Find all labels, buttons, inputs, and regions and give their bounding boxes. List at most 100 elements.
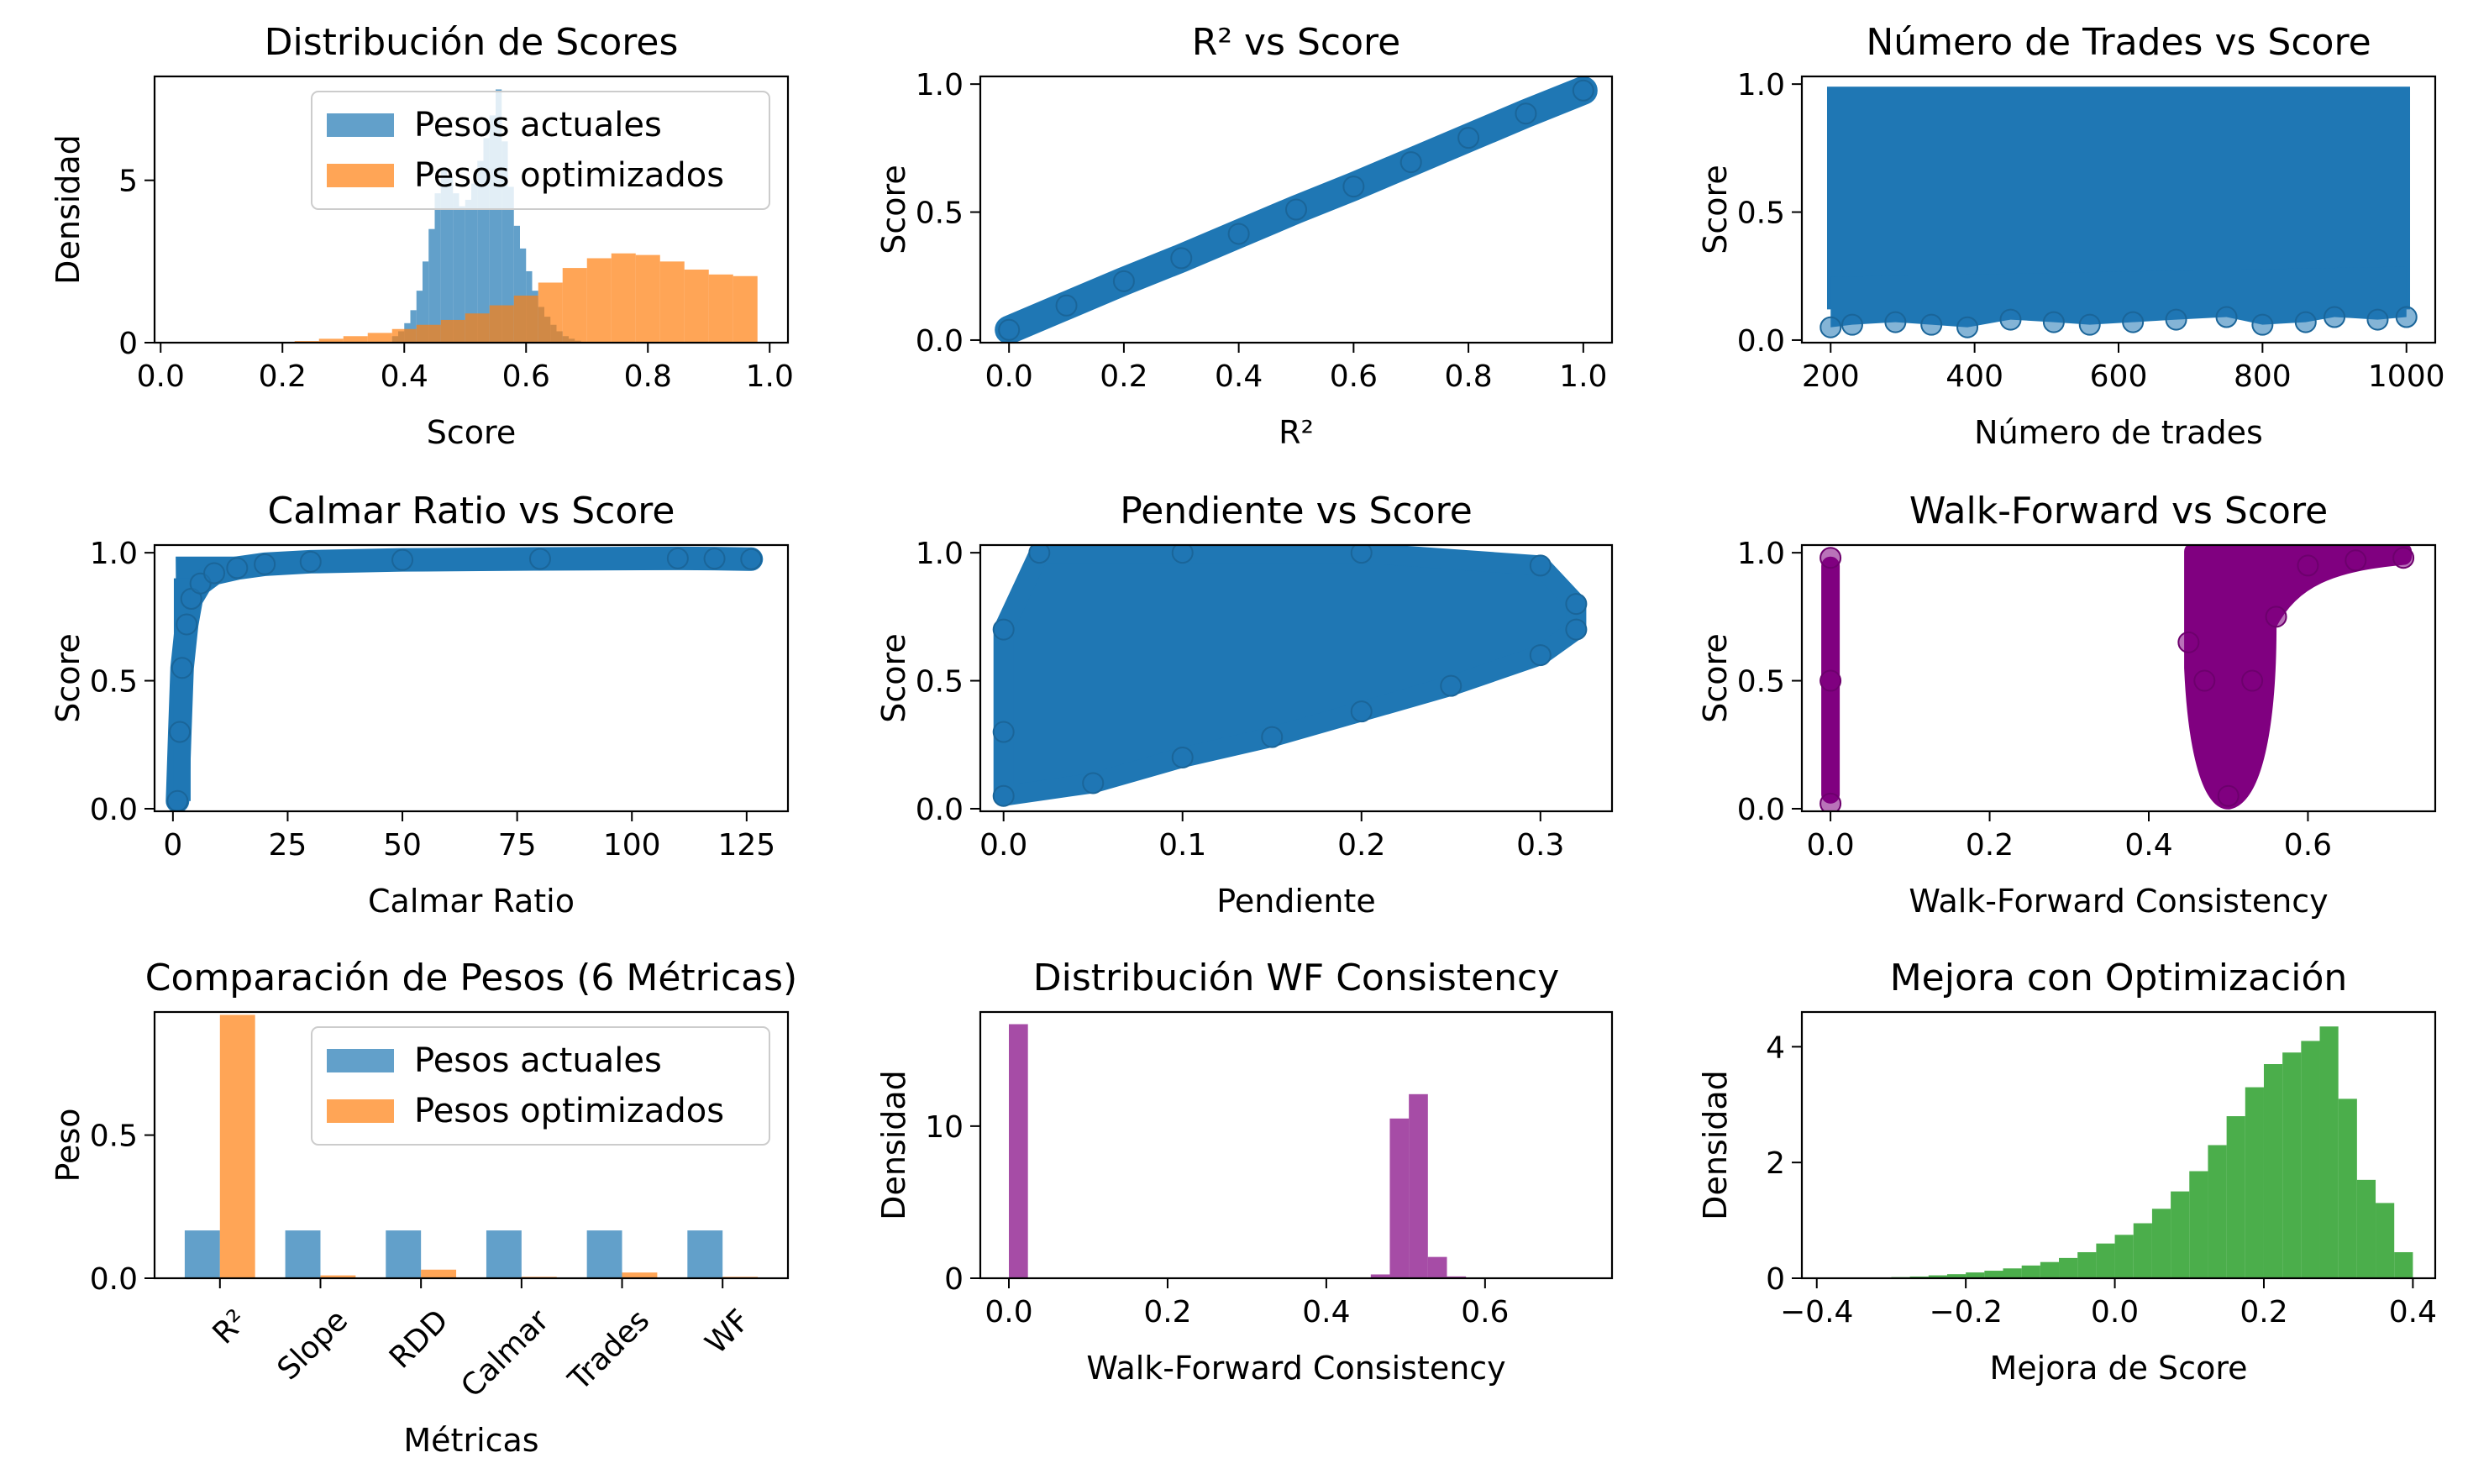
histogram-bar: [471, 183, 478, 343]
plot-frame: [153, 543, 790, 813]
histogram-bar: [416, 291, 423, 343]
y-tick-label: 0.0: [90, 1262, 138, 1297]
legend-swatch: [327, 1099, 394, 1123]
x-axis-label: Mejora de Score: [1990, 1350, 2248, 1387]
y-axis-label: Densidad: [1697, 1070, 1734, 1220]
y-tick-label: 0.5: [90, 1120, 138, 1154]
scatter-point: [1999, 308, 2022, 331]
histogram-bar: [1928, 1275, 1947, 1278]
scatter-point: [171, 657, 193, 679]
chart-title: Mejora con Optimización: [1890, 957, 2348, 999]
x-tick-label: 0.3: [1516, 828, 1564, 863]
chart-title: R² vs Score: [1192, 21, 1400, 64]
x-tick-label: R²: [207, 1303, 255, 1351]
y-tick-label: 0: [944, 1262, 964, 1297]
scatter-point: [1529, 644, 1552, 667]
scatter-point: [2165, 308, 2187, 331]
chart-title: Walk-Forward vs Score: [1909, 490, 2328, 532]
scatter-point: [2392, 547, 2415, 569]
subplot-3: Número de Trades vs Score Número de trade…: [1697, 21, 2445, 451]
histogram-bar: [513, 225, 520, 343]
histogram-bar: [465, 313, 490, 343]
x-axis-label: Score: [427, 414, 516, 451]
histogram-series-0: [391, 89, 587, 343]
scatter-point: [2345, 549, 2367, 572]
x-tick-label: Slope: [271, 1303, 355, 1387]
x-tick-label: 0.0: [137, 359, 185, 394]
histogram-bar: [708, 274, 733, 343]
x-tick-label: 0.1: [1158, 828, 1206, 863]
scatter-point: [1055, 294, 1078, 317]
histogram-bar: [2338, 1099, 2357, 1278]
histogram-bar: [318, 338, 344, 343]
scatter-fill: [165, 546, 764, 811]
histogram-bar: [2245, 1087, 2264, 1278]
chart-title: Pendiente vs Score: [1120, 490, 1473, 532]
plot-frame: [1800, 1010, 2437, 1280]
scatter-point: [254, 553, 276, 575]
histogram-series-1: [294, 253, 758, 343]
scatter-fill: [1830, 266, 2407, 328]
scatter-point: [2297, 554, 2319, 577]
y-axis-label: Score: [1697, 165, 1734, 254]
histogram-bar: [1427, 1256, 1447, 1278]
histogram-bar: [2356, 1179, 2376, 1278]
histogram-bar: [2059, 1257, 2078, 1278]
histogram-bar: [343, 336, 368, 343]
chart-title: Distribución WF Consistency: [1033, 957, 1559, 999]
scatter-point: [703, 548, 726, 570]
bar: [586, 1230, 622, 1278]
scatter-point: [2241, 669, 2264, 692]
y-tick-label: 5: [118, 165, 138, 199]
scatter-point: [1261, 726, 1284, 748]
histogram-bar: [1370, 1274, 1390, 1278]
x-tick-label: 800: [2234, 359, 2292, 394]
y-tick-label: 0: [1766, 1262, 1785, 1297]
x-tick-label: 25: [269, 828, 307, 863]
scatter-point: [1515, 102, 1537, 125]
chart-title: Calmar Ratio vs Score: [268, 490, 675, 532]
bar: [184, 1230, 220, 1278]
scatter-point: [998, 318, 1021, 341]
histogram-bar: [428, 228, 435, 343]
x-tick-label: 100: [603, 828, 661, 863]
scatter-point: [1112, 270, 1135, 292]
y-tick-label: 4: [1766, 1030, 1785, 1065]
bar: [386, 1230, 422, 1278]
scatter-point: [1350, 700, 1373, 723]
x-tick-label: Calmar: [454, 1303, 555, 1404]
scatter-point: [1840, 313, 1863, 336]
scatter-point: [1171, 545, 1194, 564]
x-axis-label: Walk-Forward Consistency: [1909, 883, 2328, 920]
scatter-point: [1399, 151, 1422, 174]
scatter-fill: [176, 556, 752, 801]
histogram-bar: [2208, 1145, 2227, 1278]
x-tick-label: Trades: [562, 1303, 657, 1398]
x-axis-label: Número de trades: [1974, 414, 2263, 451]
scatter-point: [1529, 554, 1552, 577]
y-tick-label: 0.5: [916, 665, 964, 700]
bar: [320, 1275, 356, 1278]
bar: [486, 1230, 522, 1278]
scatter-point: [1457, 127, 1480, 149]
histogram-bar: [2096, 1243, 2115, 1278]
plot-frame: [979, 543, 1614, 813]
scatter-point: [1819, 669, 1842, 692]
scatter-point: [1440, 674, 1462, 697]
legend-label: Pesos optimizados: [414, 156, 724, 195]
histogram-bar: [635, 254, 660, 343]
bar: [687, 1230, 723, 1278]
chart-title: Número de Trades vs Score: [1866, 21, 2371, 64]
scatter-point: [2177, 631, 2200, 653]
chart-title: Distribución de Scores: [265, 21, 679, 64]
histogram-bar: [501, 141, 508, 343]
scatter-point: [666, 547, 689, 569]
y-axis-label: Score: [875, 165, 912, 254]
histogram-bar: [538, 282, 563, 343]
x-tick-label: 125: [717, 828, 775, 863]
scatter-point: [1956, 316, 1979, 338]
x-tick-label: 0.4: [2389, 1295, 2437, 1329]
y-axis-label: Score: [50, 633, 87, 722]
histogram-bar: [2077, 1251, 2097, 1278]
